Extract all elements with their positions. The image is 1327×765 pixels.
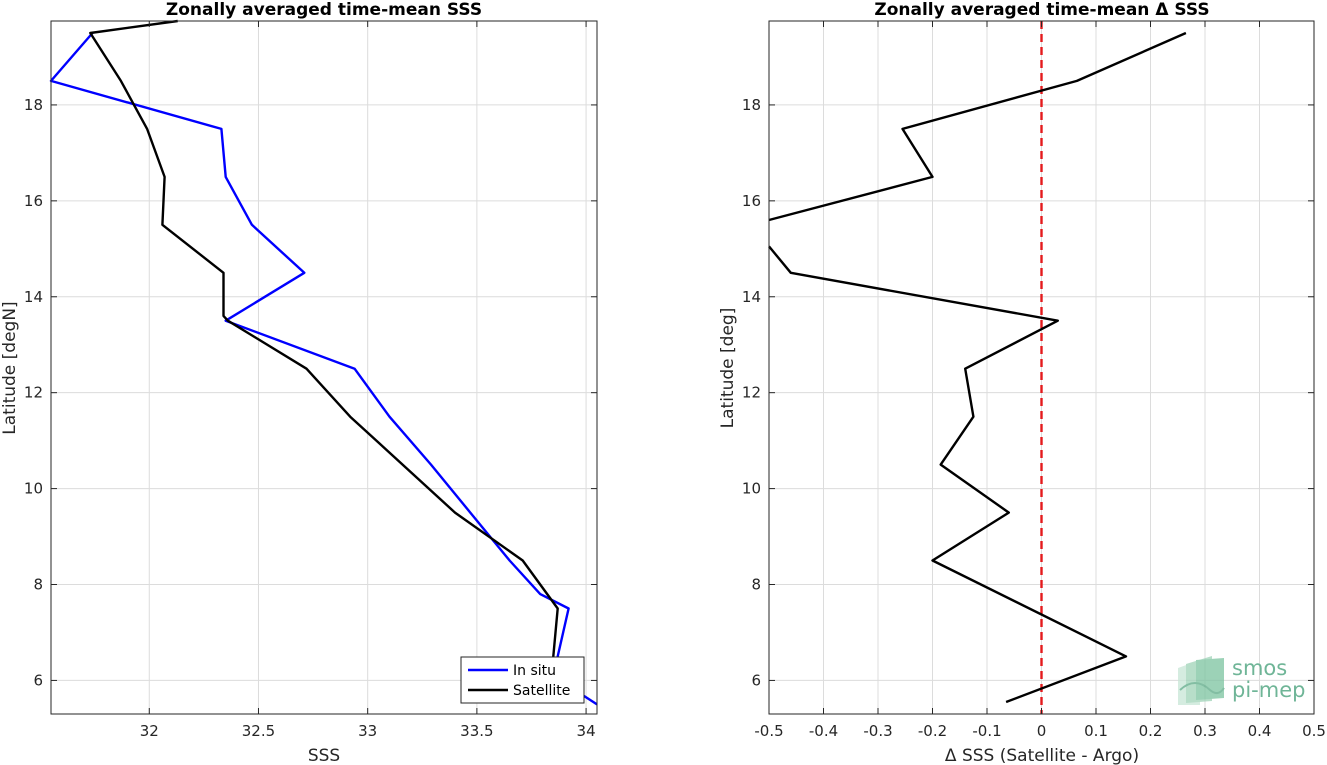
sss-profile-chart: 32 32.5 33 33.5 34 6 8 10 12 14 16 18 Zonally avera… [0, 0, 598, 765]
left-x-tick-label: 33.5 [460, 722, 493, 740]
left-ticks: 32 32.5 33 33.5 34 6 8 10 12 14 16 18 [24, 21, 597, 740]
left-series [49, 19, 598, 706]
left-y-tick-label: 10 [24, 480, 43, 498]
right-y-tick-label: 18 [742, 96, 761, 114]
left-x-tick-label: 34 [577, 722, 596, 740]
series-line-satellite [89, 19, 562, 700]
right-x-tick-label: 0.3 [1193, 722, 1217, 740]
right-x-tick-label: 0.2 [1139, 722, 1163, 740]
logo-mark [1178, 656, 1225, 705]
right-x-tick-label: 0.4 [1248, 722, 1272, 740]
right-x-tick-label: -0.1 [972, 722, 1001, 740]
left-grid [51, 21, 597, 714]
left-y-tick-label: 6 [33, 671, 43, 689]
right-y-tick-label: 10 [742, 480, 761, 498]
left-x-tick-label: 32 [140, 722, 159, 740]
right-x-tick-label: 0 [1037, 722, 1047, 740]
left-y-tick-label: 14 [24, 288, 43, 306]
smos-pi-mep-logo: smos pi-mep [1178, 656, 1305, 705]
right-x-tick-label: -0.4 [809, 722, 838, 740]
right-y-axis-label: Latitude [deg] [718, 308, 738, 429]
legend-box [460, 656, 585, 704]
left-x-axis-label: SSS [308, 746, 340, 765]
legend-satellite-label: Satellite [513, 683, 570, 699]
right-y-tick-label: 8 [751, 576, 761, 594]
right-y-tick-label: 6 [751, 671, 761, 689]
right-series [768, 21, 1187, 714]
right-x-tick-label: 0.5 [1302, 722, 1326, 740]
left-x-tick-label: 33 [358, 722, 377, 740]
left-y-tick-label: 18 [24, 96, 43, 114]
left-axes-frame [50, 20, 598, 715]
legend: In situ Satellite [460, 656, 585, 704]
logo-line-1: smos [1232, 656, 1287, 680]
left-x-tick-label: 32.5 [242, 722, 275, 740]
right-y-tick-label: 14 [742, 288, 761, 306]
right-chart-title: Zonally averaged time-mean Δ SSS [874, 0, 1209, 20]
right-x-axis-label: Δ SSS (Satellite - Argo) [945, 746, 1139, 765]
series-line-in-situ [49, 32, 598, 706]
left-chart-title: Zonally averaged time-mean SSS [166, 0, 482, 20]
legend-in-situ-label: In situ [513, 663, 556, 679]
left-y-axis-label: Latitude [degN] [0, 301, 20, 434]
right-grid [768, 21, 1315, 714]
right-y-tick-label: 16 [742, 192, 761, 210]
right-ticks: -0.5 -0.4 -0.3 -0.2 -0.1 0 0.1 0.2 0.3 0.4 0.5 6 8 10… [742, 21, 1326, 740]
right-y-tick-label: 12 [742, 384, 761, 402]
series-line-right-segment-2 [768, 245, 1128, 704]
left-y-tick-label: 16 [24, 192, 43, 210]
right-x-tick-label: 0.1 [1084, 722, 1108, 740]
logo-line-2: pi-mep [1232, 678, 1305, 702]
series-line-right-segment-1 [768, 31, 1187, 222]
left-y-tick-label: 12 [24, 384, 43, 402]
delta-sss-profile-chart: -0.5 -0.4 -0.3 -0.2 -0.1 0 0.1 0.2 0.3 0.4 0.5 6 8 10… [718, 0, 1326, 765]
right-x-tick-label: -0.5 [754, 722, 783, 740]
left-y-tick-label: 8 [33, 576, 43, 594]
right-x-tick-label: -0.2 [918, 722, 947, 740]
right-x-tick-label: -0.3 [863, 722, 892, 740]
